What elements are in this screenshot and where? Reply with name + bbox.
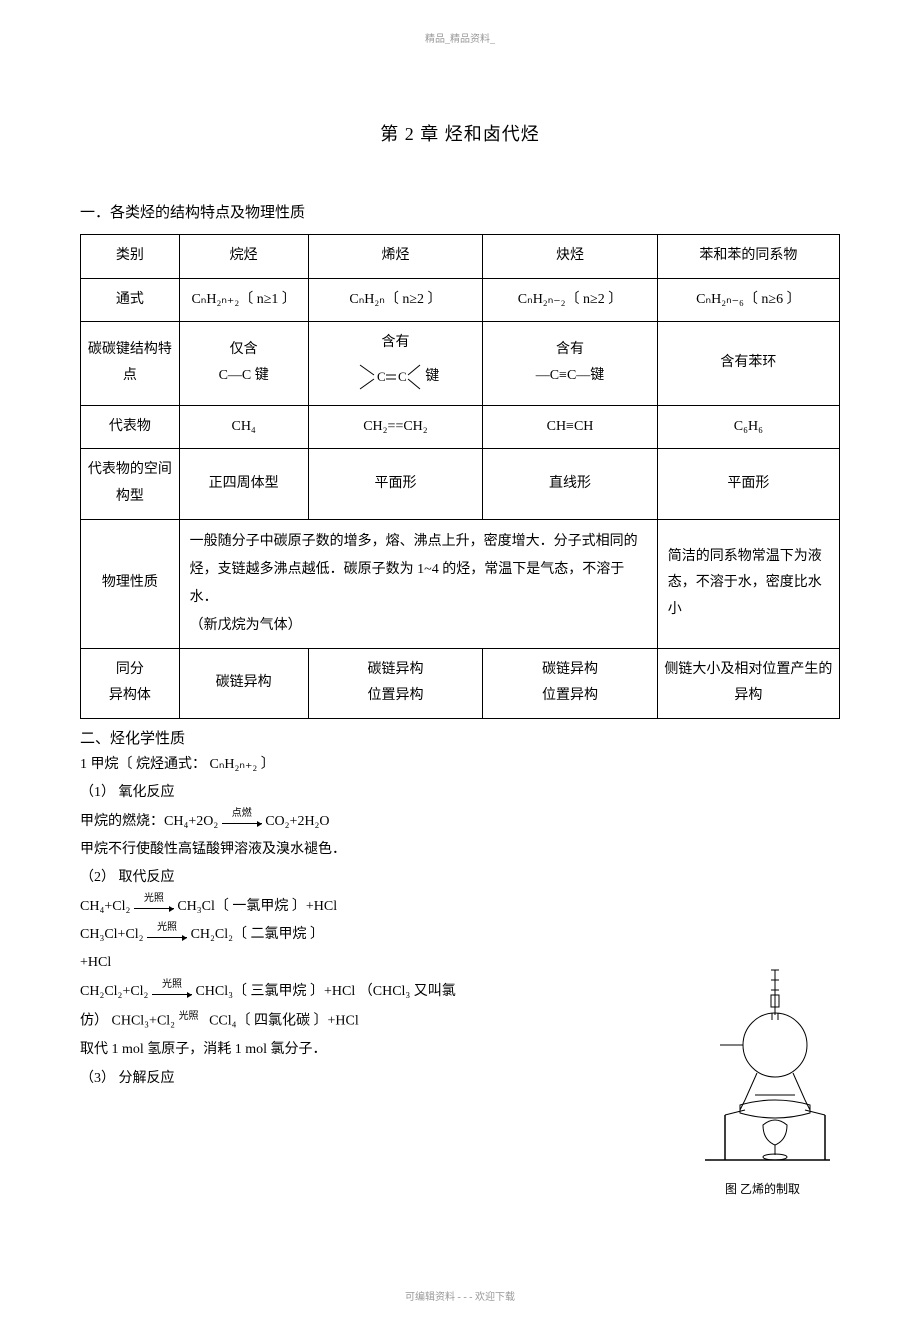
text-line: 1 甲烷〔 烷烃通式： CₙH₂ₙ₊₂ 〕 xyxy=(80,754,551,776)
table-row: 代表物的空间构型 正四周体型 平面形 直线形 平面形 xyxy=(81,449,840,519)
cell: 平面形 xyxy=(308,449,483,519)
figure-caption: 图 乙烯的制取 xyxy=(695,1180,830,1197)
reaction-arrow-icon: 光照 xyxy=(152,987,192,997)
cell: 侧链大小及相对位置产生的异构 xyxy=(657,648,839,718)
cell: 碳链异构 位置异构 xyxy=(308,648,483,718)
svg-text:C: C xyxy=(377,369,386,384)
apparatus-figure: 图 乙烯的制取 xyxy=(695,965,830,1197)
table-row: 通式 CₙH₂ₙ₊₂〔 n≥1 〕 CₙH₂ₙ〔 n≥2 〕 CₙH₂ₙ₋₂〔 … xyxy=(81,278,840,322)
section-1-title: 一．各类烃的结构特点及物理性质 xyxy=(80,201,840,222)
reaction-arrow-icon: 光照 xyxy=(147,930,187,940)
reaction-arrow-icon: 光照 xyxy=(134,901,174,911)
section-2-title: 二、烃化学性质 xyxy=(80,727,840,748)
cell: 代表物的空间构型 xyxy=(81,449,180,519)
cell: 碳链异构 xyxy=(179,648,308,718)
reaction-arrow-icon: 点燃 xyxy=(222,816,262,826)
page-header: 精品_精品资料_ xyxy=(80,30,840,45)
cell: CₙH₂ₙ₋₆〔 n≥6 〕 xyxy=(657,278,839,322)
table-row: 代表物 CH₄ CH₂==CH₂ CH≡CH C₆H₆ xyxy=(81,405,840,449)
cell: 一般随分子中碳原子数的增多，熔、沸点上升，密度增大．分子式相同的烃，支链越多沸点… xyxy=(179,519,657,648)
table-row: 碳碳键结构特点 仅含 C—C 键 含有 C C 键 含有 —C≡C—键 含有苯环 xyxy=(81,322,840,406)
cell: 苯和苯的同系物 xyxy=(657,235,839,279)
double-bond-icon: C C xyxy=(352,357,422,397)
cell: 含有 C C 键 xyxy=(308,322,483,406)
cell: CₙH₂ₙ₋₂〔 n≥2 〕 xyxy=(483,278,658,322)
cell: 碳碳键结构特点 xyxy=(81,322,180,406)
cell: 含有 —C≡C—键 xyxy=(483,322,658,406)
text-line: （1） 氧化反应 xyxy=(80,782,551,804)
cell: 同分 异构体 xyxy=(81,648,180,718)
cell: 炔烃 xyxy=(483,235,658,279)
text-line: CH₃Cl+Cl₂ 光照 CH₂Cl₂〔 二氯甲烷 〕 xyxy=(80,924,551,946)
cell: 类别 xyxy=(81,235,180,279)
text-line: 仿） CHCl₃+Cl₂ 光照 CCl₄〔 四氯化碳 〕+HCl xyxy=(80,1009,551,1033)
text-line: 甲烷不行使酸性高锰酸钾溶液及溴水褪色． xyxy=(80,839,551,861)
text-line: （3） 分解反应 xyxy=(80,1068,551,1090)
cell: CH₂==CH₂ xyxy=(308,405,483,449)
svg-text:C: C xyxy=(398,369,407,384)
text-line: 取代 1 mol 氢原子，消耗 1 mol 氯分子． xyxy=(80,1039,551,1061)
cell: 简洁的同系物常温下为液 态，不溶于水，密度比水小 xyxy=(657,519,839,648)
cell: 正四周体型 xyxy=(179,449,308,519)
cell: 碳链异构 位置异构 xyxy=(483,648,658,718)
hydrocarbon-table: 类别 烷烃 烯烃 炔烃 苯和苯的同系物 通式 CₙH₂ₙ₊₂〔 n≥1 〕 Cₙ… xyxy=(80,234,840,719)
cell: CH≡CH xyxy=(483,405,658,449)
cell: 烷烃 xyxy=(179,235,308,279)
text-line: 甲烷的燃烧：CH₄+2O₂ 点燃 CO₂+2H₂O xyxy=(80,811,551,833)
text-line: （2） 取代反应 xyxy=(80,867,551,889)
cell: 仅含 C—C 键 xyxy=(179,322,308,406)
text-line: CH₄+Cl₂ 光照 CH₃Cl〔 一氯甲烷 〕+HCl xyxy=(80,896,551,918)
cell: 通式 xyxy=(81,278,180,322)
cell: 直线形 xyxy=(483,449,658,519)
table-row: 物理性质 一般随分子中碳原子数的增多，熔、沸点上升，密度增大．分子式相同的烃，支… xyxy=(81,519,840,648)
cell: CH₄ xyxy=(179,405,308,449)
table-row: 同分 异构体 碳链异构 碳链异构 位置异构 碳链异构 位置异构 侧链大小及相对位… xyxy=(81,648,840,718)
cell: 代表物 xyxy=(81,405,180,449)
cell: CₙH₂ₙ〔 n≥2 〕 xyxy=(308,278,483,322)
cell: 烯烃 xyxy=(308,235,483,279)
cell: CₙH₂ₙ₊₂〔 n≥1 〕 xyxy=(179,278,308,322)
chapter-title: 第 2 章 烃和卤代烃 xyxy=(80,120,840,146)
table-row: 类别 烷烃 烯烃 炔烃 苯和苯的同系物 xyxy=(81,235,840,279)
cell: 含有苯环 xyxy=(657,322,839,406)
cell: C₆H₆ xyxy=(657,405,839,449)
cell: 物理性质 xyxy=(81,519,180,648)
text-line: CH₂Cl₂+Cl₂ 光照 CHCl₃〔 三氯甲烷 〕+HCl （CHCl₃ 又… xyxy=(80,981,551,1003)
distillation-apparatus-icon xyxy=(695,965,830,1165)
cell: 平面形 xyxy=(657,449,839,519)
page-footer: 可编辑资料 - - - 欢迎下载 xyxy=(405,1288,515,1303)
text-line: +HCl xyxy=(80,952,551,974)
